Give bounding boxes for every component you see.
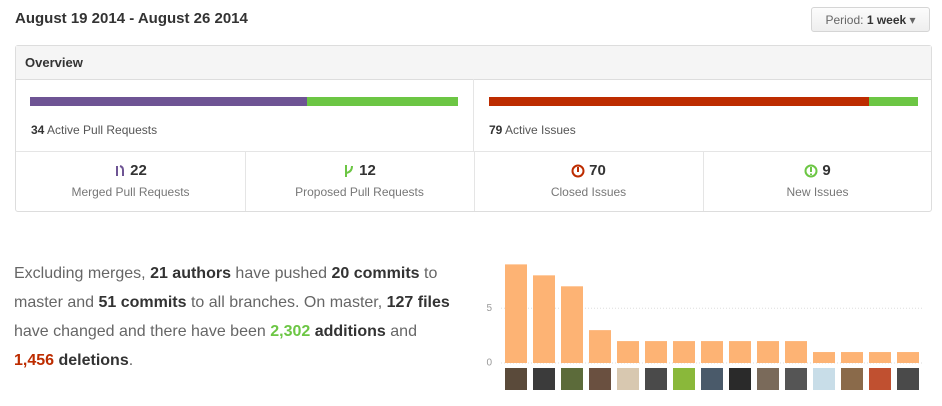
bar [869,352,891,363]
summary-text: 51 commits [98,294,187,311]
author-avatar [589,368,611,390]
summary-text: . [128,352,134,369]
proposed-count: 12 [359,162,376,179]
period-value: 1 week [866,13,907,27]
proposed-icon [345,164,354,177]
summary-text: deletions [54,352,129,369]
bar [673,341,695,363]
summary-text: and [385,323,417,340]
author-avatar [897,368,919,390]
bar [561,286,583,363]
summary-text: 20 commits [331,265,420,282]
merged-icon [116,164,125,176]
divider [473,79,474,151]
author-avatar [757,368,779,390]
proposed-bar [306,97,458,106]
summary-text: have pushed [230,265,332,282]
active-prs: 34 [31,123,45,137]
merged-cell[interactable]: 22 Merged Pull Requests [16,151,246,211]
author-avatar [533,368,555,390]
author-avatar [813,368,835,390]
summary-text: 21 authors [150,265,231,282]
author-avatar [869,368,891,390]
bar [757,341,779,363]
pr-progress [30,97,458,106]
issues-progress [489,97,918,106]
bar [589,330,611,363]
period-label: Period: [825,13,864,27]
summary-text: additions [310,323,386,340]
author-avatar [561,368,583,390]
closed-cell[interactable]: 70 Closed Issues [474,151,704,211]
proposed-cell[interactable]: 12 Proposed Pull Requests [245,151,475,211]
summary-text: have changed and there have been [14,323,271,340]
author-avatar [841,368,863,390]
bar [617,341,639,363]
merged-count: 22 [130,162,147,179]
divider [16,151,931,152]
author-avatar [729,368,751,390]
author-avatar [617,368,639,390]
summary-text: 2,302 [270,323,311,340]
merged-label: Merged Pull Requests [71,185,190,199]
bar [701,341,723,363]
bar [813,352,835,363]
period-button[interactable]: Period: 1 week ▾ [811,7,930,32]
new-cell[interactable]: 9 New Issues [703,151,932,211]
bar [841,352,863,363]
new-icon [804,164,818,177]
author-avatar [645,368,667,390]
bar [729,341,751,363]
y-tick-label: 5 [486,303,492,314]
closed-icon [571,164,585,177]
overview-panel: Overview 34 Active Pull Requests 79 Acti… [15,45,932,212]
merged-bar [30,97,307,106]
active-prs-label: Active Pull Requests [47,123,158,137]
pr-summary: 34 Active Pull Requests [31,123,157,137]
active-issues: 79 [489,123,503,137]
overview-title: Overview [16,46,931,80]
new-label: New Issues [786,185,849,199]
new-count: 9 [822,162,831,179]
author-avatar [701,368,723,390]
commits-chart: 05 [486,264,923,390]
summary-text: to all branches. On master, [186,294,387,311]
closed-bar [489,97,870,106]
active-issues-label: Active Issues [505,123,576,137]
issues-summary: 79 Active Issues [489,123,576,137]
bar [897,352,919,363]
closed-label: Closed Issues [550,185,627,199]
author-avatar [785,368,807,390]
caret: ▾ [909,13,916,27]
y-tick-label: 0 [486,358,492,369]
summary-text: 127 files [386,294,450,311]
commit-summary: Excluding merges, 21 authors have pushed… [14,259,454,375]
author-avatar [673,368,695,390]
bar [645,341,667,363]
bar [505,264,527,363]
date-range-title: August 19 2014 - August 26 2014 [15,10,248,27]
summary-text: Excluding merges, [14,265,151,282]
proposed-label: Proposed Pull Requests [295,185,424,199]
author-avatar [505,368,527,390]
bar [533,275,555,363]
summary-text: to master and [14,265,438,311]
new-bar [869,97,918,106]
summary-text: 1,456 [14,352,55,369]
bar [785,341,807,363]
closed-count: 70 [589,162,606,179]
